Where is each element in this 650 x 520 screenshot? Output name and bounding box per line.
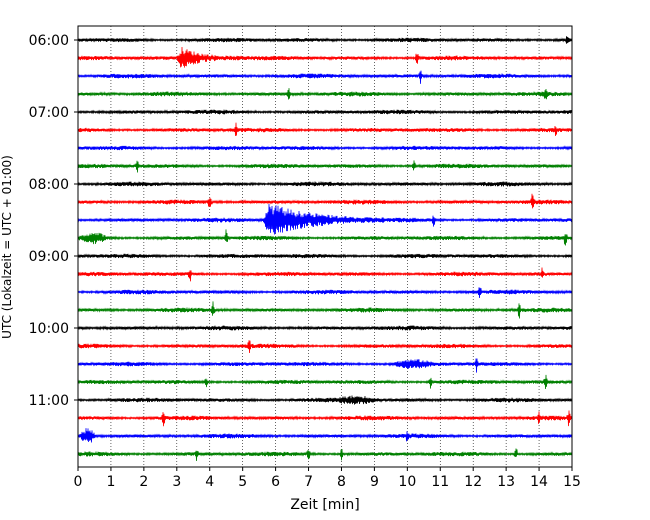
trace-end-arrow — [566, 36, 572, 44]
trace-row-21 — [77, 410, 573, 427]
x-tick-label: 7 — [304, 474, 313, 490]
trace-row-22 — [77, 428, 573, 443]
trace-row-11 — [77, 229, 573, 246]
trace-row-8 — [77, 181, 573, 187]
x-tick-label: 9 — [370, 474, 379, 490]
trace-row-13 — [77, 267, 573, 282]
x-tick-label: 4 — [205, 474, 214, 490]
x-tick-label: 6 — [271, 474, 280, 490]
trace-row-1 — [77, 47, 573, 68]
x-tick-label: 10 — [398, 474, 416, 490]
trace-row-19 — [77, 374, 573, 390]
trace-row-14 — [77, 287, 573, 299]
x-axis-label: Zeit [min] — [290, 497, 359, 513]
x-axis-ticks: 0 1 2 3 4 5 6 7 8 9 10 11 12 13 14 15 — [74, 467, 581, 490]
x-tick-label: 15 — [563, 474, 581, 490]
trace-row-16 — [77, 325, 573, 331]
y-axis-label: UTC (Lokalzeit = UTC + 01:00) — [0, 155, 14, 339]
trace-row-15 — [77, 301, 573, 319]
y-tick-label: 07:00 — [29, 105, 69, 121]
x-tick-label: 12 — [464, 474, 482, 490]
y-tick-label: 08:00 — [29, 177, 69, 193]
plot-frame — [77, 25, 573, 468]
seismic-traces — [77, 36, 573, 461]
x-tick-label: 0 — [74, 474, 83, 490]
x-tick-label: 2 — [139, 474, 148, 490]
y-tick-label: 10:00 — [29, 321, 69, 337]
trace-row-3 — [77, 88, 573, 100]
x-tick-label: 13 — [497, 474, 515, 490]
trace-row-17 — [77, 340, 573, 353]
x-tick-label: 3 — [172, 474, 181, 490]
y-tick-label: 06:00 — [29, 33, 69, 49]
trace-row-4 — [77, 109, 573, 115]
x-tick-label: 14 — [530, 474, 548, 490]
trace-row-12 — [77, 253, 573, 259]
trace-row-7 — [77, 160, 573, 173]
trace-row-5 — [77, 122, 573, 137]
trace-row-2 — [77, 70, 573, 84]
y-axis-ticks: 06:00 07:00 08:00 09:00 10:00 11:00 — [29, 33, 78, 409]
x-tick-label: 8 — [337, 474, 346, 490]
x-tick-label: 5 — [238, 474, 247, 490]
y-tick-label: 11:00 — [29, 393, 69, 409]
trace-row-23 — [77, 448, 573, 461]
trace-row-18 — [77, 358, 573, 373]
trace-row-10 — [77, 204, 573, 235]
trace-row-9 — [77, 193, 573, 209]
trace-row-20 — [77, 395, 573, 405]
x-tick-label: 11 — [431, 474, 449, 490]
trace-row-0 — [77, 37, 573, 43]
x-tick-label: 1 — [106, 474, 115, 490]
trace-row-6 — [77, 145, 573, 151]
y-tick-label: 09:00 — [29, 249, 69, 265]
